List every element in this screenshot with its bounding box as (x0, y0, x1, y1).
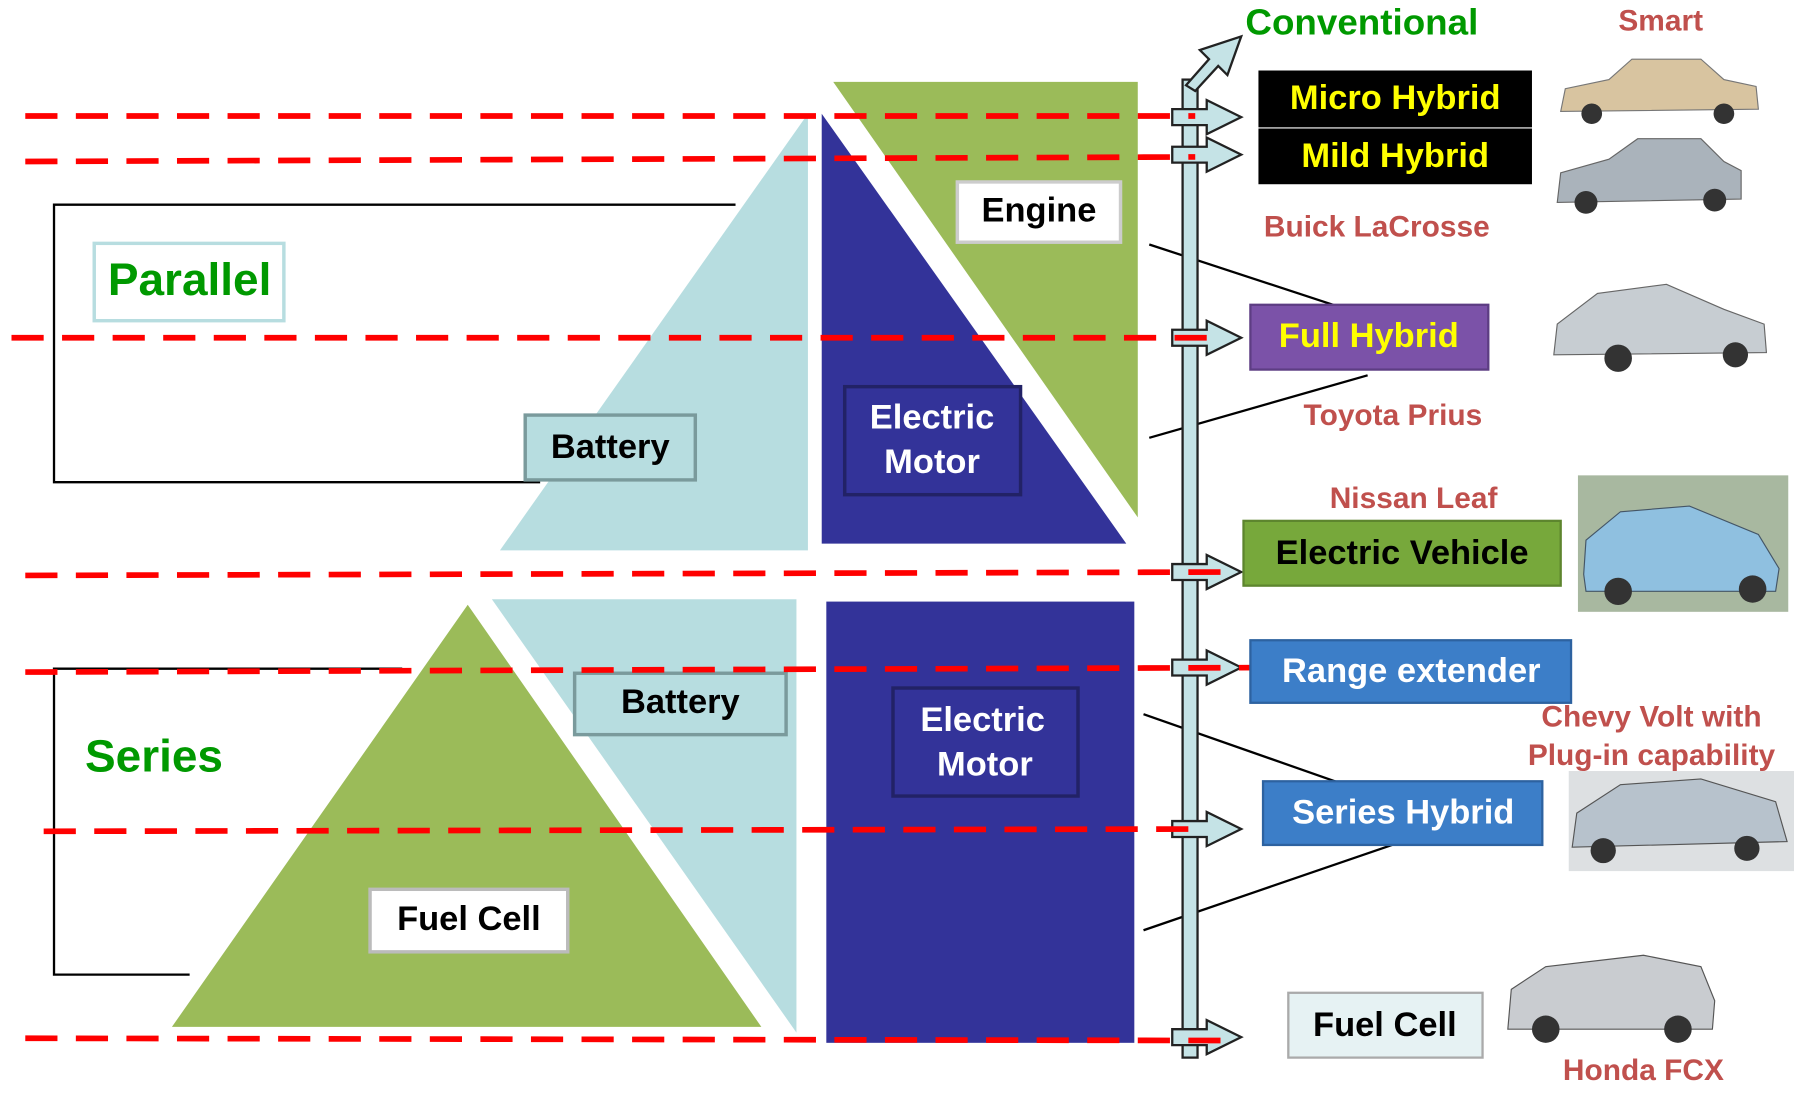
motor-shape (826, 601, 1135, 1043)
type-box (1258, 128, 1532, 185)
motor-label: Motor (884, 443, 980, 481)
motor-label: Electric (920, 701, 1045, 739)
parallel-box (92, 241, 286, 323)
type-box (1261, 780, 1544, 847)
parallel-label: Parallel (108, 254, 272, 305)
type-label: Fuel Cell (1313, 1006, 1457, 1044)
battery-label: Battery (621, 683, 740, 721)
example-label: Chevy Volt with (1541, 701, 1761, 734)
connector (1148, 243, 1334, 306)
type-box (1249, 639, 1573, 704)
example-label: Toyota Prius (1304, 399, 1483, 432)
type-label: Full Hybrid (1279, 317, 1459, 355)
type-box (1287, 991, 1484, 1059)
axis-arrow (1171, 34, 1244, 1059)
type-label: Series Hybrid (1292, 793, 1514, 831)
fuelcell-label: Fuel Cell (397, 900, 541, 938)
parallel-bracket (52, 203, 736, 484)
motor-label: Motor (937, 746, 1033, 784)
battery-box (572, 671, 788, 737)
divider (25, 154, 1196, 165)
example-label: Nissan Leaf (1330, 482, 1498, 515)
divider (25, 569, 1236, 579)
car-image (1556, 138, 1742, 214)
type-box (1258, 70, 1532, 128)
battery-box (523, 413, 698, 482)
car-image (1507, 954, 1716, 1043)
type-label: Electric Vehicle (1276, 534, 1529, 572)
type-label: Micro Hybrid (1290, 79, 1501, 117)
motor-box (842, 384, 1023, 497)
type-box (1249, 303, 1490, 371)
battery-label: Battery (551, 428, 670, 466)
engine-label: Engine (981, 192, 1096, 230)
example-label: Plug-in capability (1528, 739, 1776, 772)
car-image (1553, 283, 1768, 372)
motor-box (891, 686, 1080, 798)
connector (1143, 713, 1346, 786)
series-label: Series (85, 731, 223, 782)
car-image (1577, 475, 1789, 612)
type-box (1242, 519, 1562, 587)
fuelcell-box (368, 887, 570, 954)
engine-box (955, 180, 1123, 244)
example-label: Honda FCX (1563, 1054, 1724, 1087)
type-label: Mild Hybrid (1301, 137, 1489, 175)
divider (25, 664, 1276, 675)
divider (43, 826, 1201, 835)
car-image (1568, 771, 1794, 872)
example-label: Buick LaCrosse (1264, 211, 1490, 244)
car-image (1559, 58, 1760, 124)
type-label: Range extender (1282, 652, 1541, 690)
battery-shape (499, 113, 808, 551)
motor-label: Electric (870, 399, 995, 437)
axis-label: Conventional (1245, 2, 1478, 43)
example-label: Smart (1618, 5, 1703, 38)
divider (25, 1035, 1236, 1044)
fuelcell-shape (149, 584, 784, 1039)
